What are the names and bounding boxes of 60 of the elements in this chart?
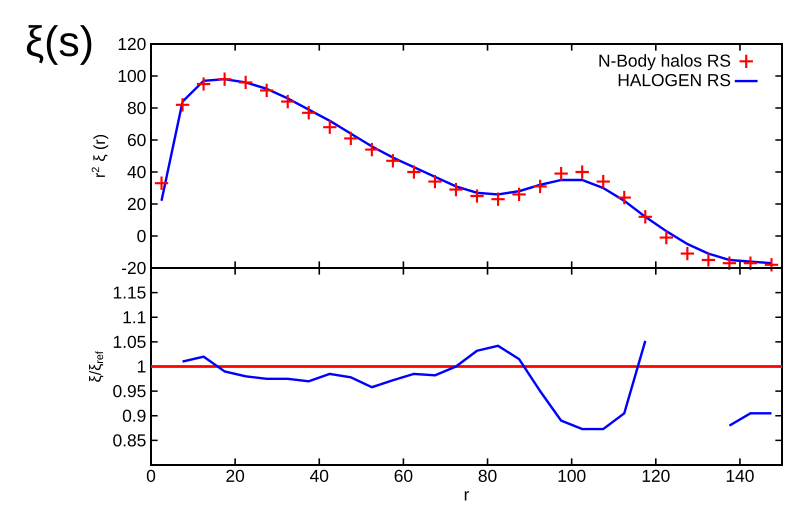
y-tick-label: 1.1 [124,311,146,324]
point [301,105,316,121]
y-tick-label: 0 [137,230,146,242]
x-axis-title: r [464,491,470,500]
legend-label: HALOGEN RS [618,74,730,86]
point [595,174,611,190]
point [742,255,758,271]
point [343,130,359,146]
y-axis-title: r$^{2}$ ξ (r) [92,135,108,177]
point [154,175,170,191]
point [574,164,590,180]
y-axis-title: ξ/ξ$_{ref}$ [89,351,104,382]
point [364,142,380,158]
point [511,186,527,202]
y-tick-label: 1 [138,360,146,372]
y-tick-label: 20 [128,198,146,210]
point [658,230,674,246]
point [385,153,401,169]
point [490,191,506,207]
y-tick-label: 40 [127,166,146,178]
x-tick-label: 40 [310,470,328,482]
point [322,119,338,135]
x-tick-label: 0 [146,470,156,482]
y-tick-label: 120 [118,38,146,50]
point [196,76,212,92]
y-tick-label: 0.9 [122,410,146,422]
point [764,257,780,273]
line-series [181,340,646,430]
point [553,166,569,182]
point [448,182,464,198]
y-tick-label: 100 [118,70,146,82]
y-tick-label: 1.05 [114,336,146,348]
point [532,178,548,194]
y-tick-label: 0.95 [113,384,146,398]
point [427,174,443,190]
y-tick-label: 60 [128,134,146,146]
point [258,82,274,98]
y-tick-label: 1.15 [114,286,146,299]
x-tick-label: 80 [478,470,497,482]
point [406,164,422,180]
point [638,209,654,225]
x-tick-label: 60 [394,470,412,482]
legend-label: N-Body halos RS [599,54,730,70]
x-tick-label: 20 [226,470,244,482]
point [216,71,232,87]
point [616,190,632,206]
point [280,94,296,110]
x-tick-label: 100 [558,470,586,482]
chart-title: ξ(s) [26,25,92,65]
point [722,255,738,271]
x-tick-label: 120 [642,470,670,482]
point [469,188,485,204]
y-tick-label: 80 [128,102,146,114]
point [680,246,696,262]
point [174,97,190,113]
point [238,74,254,90]
x-tick-label: 140 [726,470,754,482]
y-tick-label: 0.85 [113,434,146,447]
y-tick-label: -20 [122,262,146,274]
point [700,252,716,268]
